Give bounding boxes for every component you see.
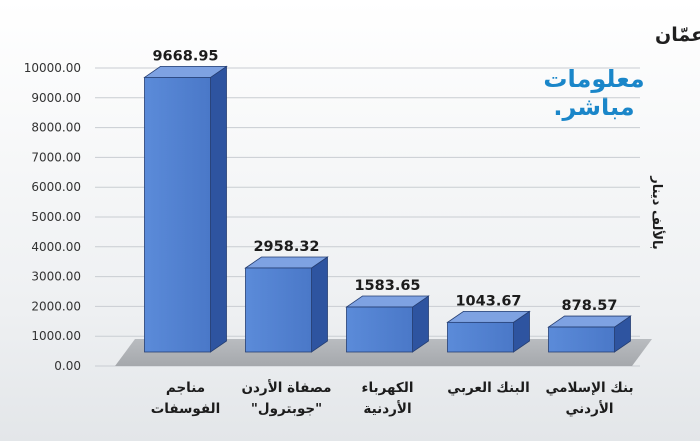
y-tick-label: 7000.00 [31,150,81,164]
chart-title: أنشط 5 أسهم قيمةً ببورصة عمّان [655,22,700,46]
bar [446,310,531,353]
value-label: 878.57 [562,298,618,314]
y-tick-label: 3000.00 [31,270,81,284]
value-label: 2958.32 [253,239,319,255]
category-label: مناجم [166,380,205,396]
y-tick-label: 0.00 [54,359,81,373]
bar [345,295,430,353]
value-label: 9668.95 [152,48,218,64]
bar-front [144,77,211,353]
bars [143,65,632,353]
bar-side [311,256,328,353]
logo: معلومات مباشر. [543,65,644,121]
value-label: 1043.67 [455,293,521,309]
y-tick-label: 10000.00 [24,61,81,75]
value-label: 1583.65 [354,278,420,294]
logo-line2: مباشر. [553,93,634,121]
category-label: بنك الإسلامي [545,380,633,396]
y-axis-unit-label: بالألف دينار [649,175,666,250]
logo-line1: معلومات [543,65,644,93]
category-labels: مناجم الفوسفات مصفاة الأردن "جوبترول" الكهرب… [151,379,634,417]
bar-front [245,267,312,353]
category-label: البنك العربي [447,380,529,396]
bar-front [447,321,514,353]
bar-side [210,65,227,353]
y-tick-label: 8000.00 [31,121,81,135]
y-tick-label: 4000.00 [31,240,81,254]
category-label: الأردني [565,400,613,417]
bar-front [548,326,615,353]
category-label: الفوسفات [151,401,221,417]
y-tick-label: 1000.00 [31,329,81,343]
category-label: الكهرباء [362,380,414,396]
value-labels: 9668.95 2958.32 1583.65 1043.67 878.57 [152,48,617,314]
category-label: "جوبترول" [251,401,322,417]
y-tick-label: 2000.00 [31,299,81,313]
category-label: مصفاة الأردن [241,379,331,396]
bar-front [346,306,413,353]
category-label: الأردنية [363,400,411,417]
y-tick-label: 5000.00 [31,210,81,224]
bar [143,65,228,353]
y-axis-ticks: 0.00 1000.00 2000.00 3000.00 4000.00 5000.00 6… [24,61,81,373]
y-tick-label: 9000.00 [31,91,81,105]
y-tick-label: 6000.00 [31,180,81,194]
bar [547,315,632,353]
bar [244,256,329,353]
